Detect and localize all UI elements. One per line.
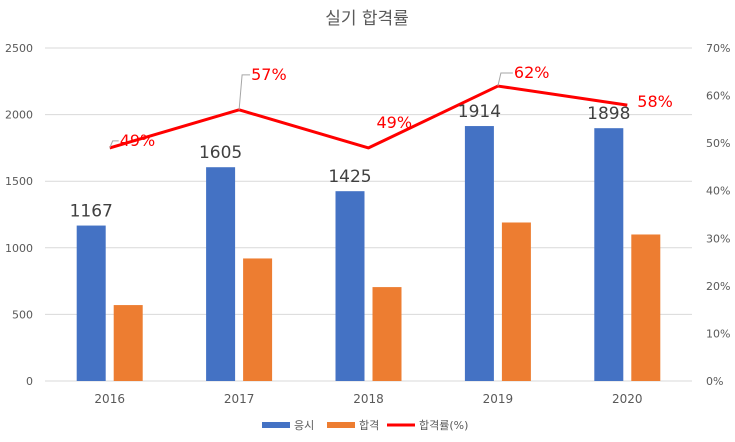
chart-title: 실기 합격률: [325, 9, 409, 29]
y-tick-label: 1500: [5, 175, 33, 188]
bar-data-label: 1914: [458, 102, 501, 122]
bar-data-label: 1898: [587, 104, 630, 124]
x-axis: 2016 2017 2018 2019 2020: [94, 392, 642, 406]
label-leader-line: [497, 72, 513, 87]
y-tick-label: 0: [26, 375, 33, 388]
right-y-axis: 0% 10% 20% 30% 40% 50% 60% 70%: [706, 42, 730, 388]
bar-applicants: [76, 225, 106, 381]
bar-passed: [113, 305, 143, 381]
y2-tick-label: 20%: [706, 280, 730, 293]
x-tick-label: 2019: [483, 392, 514, 406]
bar-applicants: [206, 167, 236, 381]
y-tick-label: 1000: [5, 242, 33, 255]
y-tick-label: 2500: [5, 42, 33, 55]
legend-label-applicants: 응시: [294, 419, 314, 432]
rate-line: [109, 84, 628, 150]
x-tick-label: 2018: [353, 392, 384, 406]
rate-data-label: 62%: [514, 63, 550, 82]
legend-label-rate: 합격률(%): [419, 419, 468, 432]
legend-swatch-applicants: [262, 422, 290, 428]
bar-passed: [631, 234, 661, 381]
rate-data-labels: 49% 57% 49% 62% 58%: [109, 63, 673, 150]
legend-swatch-passed: [327, 422, 355, 428]
bar-passed: [372, 287, 402, 381]
legend-label-passed: 합격: [359, 419, 379, 432]
x-tick-label: 2020: [612, 392, 643, 406]
x-tick-label: 2017: [224, 392, 255, 406]
rate-data-label: 57%: [251, 65, 287, 84]
y-tick-label: 500: [12, 308, 33, 321]
bar-passed: [243, 258, 273, 381]
y2-tick-label: 50%: [706, 137, 730, 150]
label-leader-line: [238, 74, 251, 110]
gridlines: [45, 47, 692, 382]
y2-tick-label: 40%: [706, 185, 730, 198]
bar-passed: [501, 222, 531, 381]
bar-data-label: 1605: [199, 143, 242, 163]
rate-data-label: 58%: [637, 92, 673, 111]
bar-applicants: [464, 126, 494, 381]
y2-tick-label: 30%: [706, 232, 730, 245]
left-y-axis: 0 500 1000 1500 2000 2500: [5, 42, 33, 388]
bar-applicants: [335, 191, 365, 381]
legend: 응시 합격 합격률(%): [262, 419, 468, 432]
bar-data-labels: 1167 1605 1425 1914 1898: [70, 102, 631, 222]
bar-data-label: 1167: [70, 202, 113, 222]
rate-data-label: 49%: [377, 113, 413, 132]
y2-tick-label: 10%: [706, 327, 730, 340]
bar-series: [76, 126, 661, 381]
y-tick-label: 2000: [5, 109, 33, 122]
bar-applicants: [594, 128, 624, 381]
x-tick-label: 2016: [94, 392, 125, 406]
bar-data-label: 1425: [328, 167, 371, 187]
label-leader-line: [109, 140, 119, 149]
rate-data-label: 49%: [120, 131, 156, 150]
y2-tick-label: 70%: [706, 42, 730, 55]
y2-tick-label: 60%: [706, 90, 730, 103]
rate-line-series: [109, 84, 628, 150]
y2-tick-label: 0%: [706, 375, 723, 388]
